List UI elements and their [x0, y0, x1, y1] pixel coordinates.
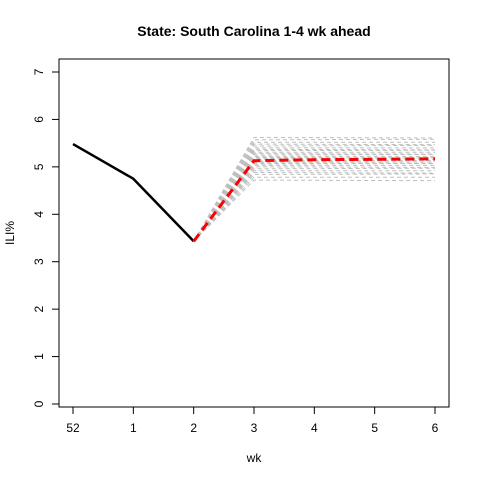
ensemble-line [193, 138, 436, 242]
chart-title: State: South Carolina 1-4 wk ahead [137, 23, 370, 39]
y-axis-label: ILI% [3, 221, 17, 245]
x-tick-label: 3 [251, 421, 258, 435]
ensemble-line [193, 162, 436, 242]
ensemble-line [193, 151, 435, 242]
ensemble-line [193, 173, 436, 242]
y-tick-label: 3 [32, 258, 46, 265]
y-tick-label: 4 [32, 211, 46, 218]
ensemble-line [193, 179, 436, 242]
ensemble-line [193, 170, 435, 242]
ensemble-lines [193, 136, 436, 242]
ensemble-line [193, 164, 435, 242]
plot-frame [58, 58, 450, 408]
ensemble-line [193, 157, 436, 242]
x-tick-label: 2 [190, 421, 197, 435]
y-tick-label: 7 [32, 68, 46, 75]
ensemble-line [193, 162, 436, 242]
ensemble-line [193, 136, 436, 242]
y-axis: 0 1 2 3 4 5 6 7 [32, 68, 60, 407]
ensemble-line [193, 143, 436, 242]
ensemble-line [193, 160, 436, 242]
y-tick-label: 5 [32, 163, 46, 170]
series-lines [72, 143, 436, 243]
x-tick-label: 1 [130, 421, 137, 435]
y-tick-label: 2 [32, 305, 46, 312]
ensemble-line [193, 171, 436, 242]
ensemble-line [193, 159, 436, 242]
x-tick-label: 4 [311, 421, 318, 435]
ensemble-line [193, 153, 436, 242]
x-axis-label: wk [246, 451, 263, 465]
ensemble-line [193, 149, 436, 242]
ensemble-line [193, 148, 436, 242]
y-tick-label: 1 [32, 353, 46, 360]
x-tick-label: 5 [371, 421, 378, 435]
ensemble-line [193, 176, 435, 242]
ensemble-line [193, 167, 436, 242]
observed-line [72, 143, 195, 243]
ensemble-line [193, 147, 435, 242]
forecast-mean-line [192, 157, 436, 243]
ensemble-line [193, 158, 435, 242]
ensemble-line [193, 144, 436, 242]
x-tick-label: 52 [66, 421, 80, 435]
ensemble-line [193, 155, 435, 242]
x-tick-label: 6 [432, 421, 439, 435]
ensemble-line [193, 141, 435, 242]
x-axis: 52 1 2 3 4 5 6 [66, 406, 439, 435]
ensemble-line [193, 153, 436, 242]
ensemble-line [193, 156, 436, 242]
y-tick-label: 0 [32, 400, 46, 407]
y-tick-label: 6 [32, 116, 46, 123]
ensemble-line [193, 166, 436, 242]
